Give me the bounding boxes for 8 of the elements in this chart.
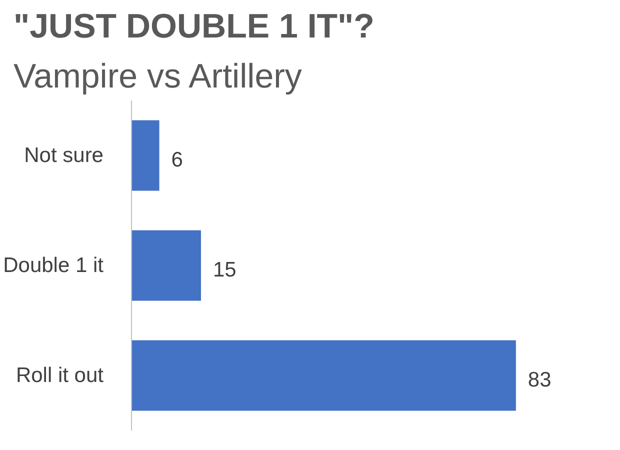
chart-subtitle: Vampire vs Artillery bbox=[14, 58, 302, 96]
y-tick-label: Roll it out bbox=[16, 364, 104, 387]
y-tick-label: Double 1 it bbox=[3, 254, 104, 277]
chart-title: "JUST DOUBLE 1 IT"? bbox=[14, 8, 374, 46]
data-label: 83 bbox=[528, 368, 552, 392]
y-tick-label: Not sure bbox=[24, 144, 104, 167]
data-label: 15 bbox=[212, 258, 236, 282]
data-label: 6 bbox=[171, 148, 183, 172]
